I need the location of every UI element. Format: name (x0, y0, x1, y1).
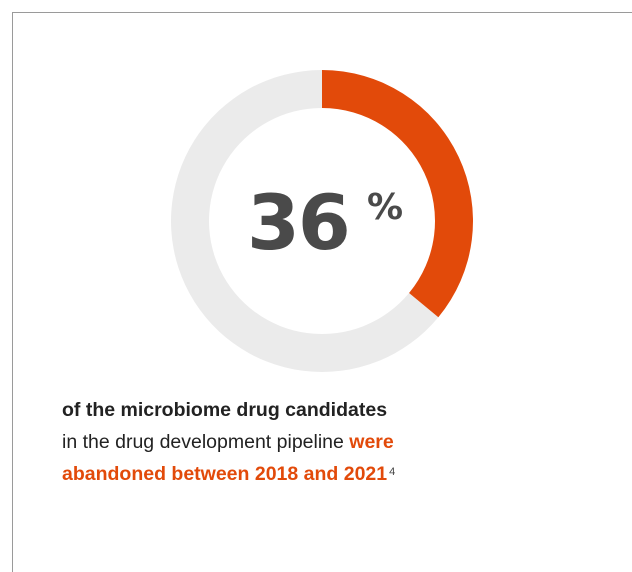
caption-line-1: of the microbiome drug candidates (62, 394, 602, 426)
center-number: 36 (247, 178, 351, 267)
footnote-marker: 4 (389, 466, 396, 478)
donut-slice-highlight (322, 70, 473, 318)
caption-highlight-abandoned: abandoned between 2018 and 2021 (62, 463, 388, 485)
card-frame (12, 12, 632, 572)
caption-highlight-were: were (349, 431, 394, 453)
caption-bold-text: of the microbiome drug candidates (62, 399, 388, 421)
caption-line-3: abandoned between 2018 and 2021 4 (62, 458, 602, 490)
donut-slice-remainder (171, 70, 439, 372)
caption-line-2: in the drug development pipeline were (62, 426, 602, 458)
caption: of the microbiome drug candidates in the… (62, 394, 602, 490)
center-value: 36 % (245, 178, 405, 268)
caption-regular-text: in the drug development pipeline (62, 431, 344, 453)
percent-sign: % (367, 187, 404, 228)
donut-chart (171, 70, 473, 372)
